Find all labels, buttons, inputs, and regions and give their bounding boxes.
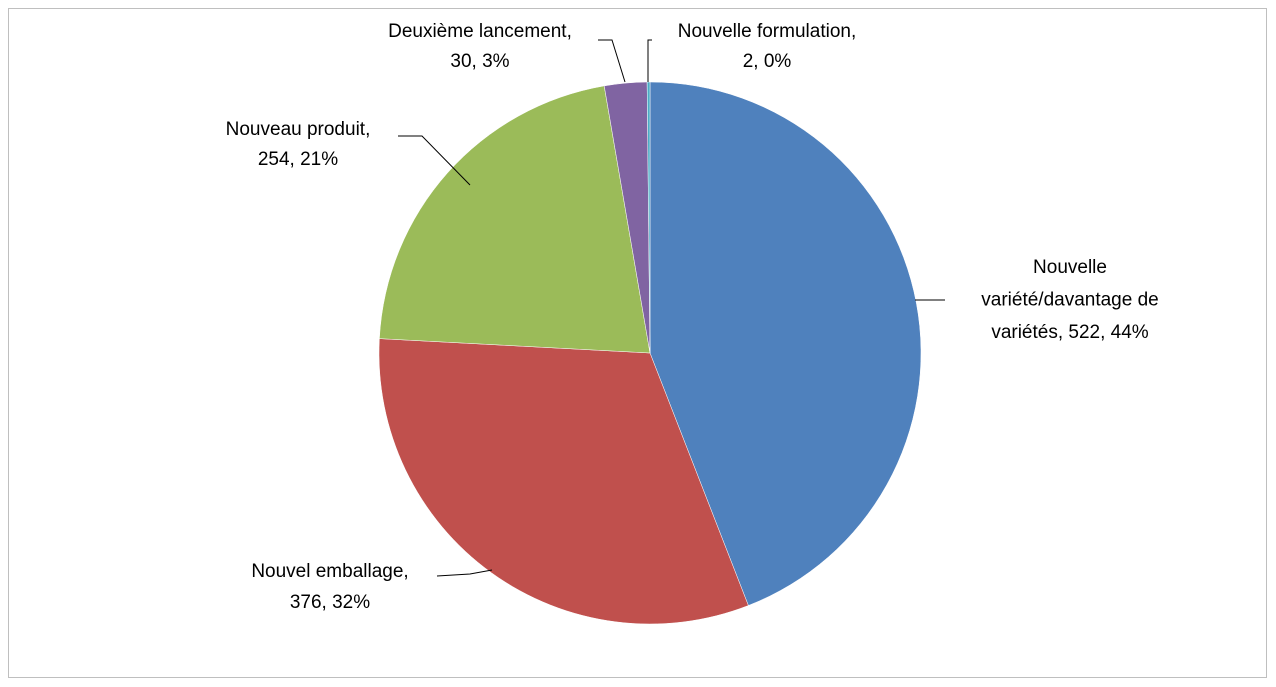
data-label: Nouvelle — [1033, 257, 1107, 278]
data-label: 376, 32% — [290, 592, 370, 613]
pie-slice — [379, 85, 651, 354]
data-label: Deuxième lancement, — [388, 21, 572, 42]
leader-line — [436, 569, 493, 577]
data-label: Nouveau produit, — [226, 119, 371, 140]
leader-line — [398, 135, 471, 186]
pie-slice — [649, 81, 922, 606]
data-label: Nouvelle formulation, — [678, 21, 856, 42]
data-label: 2, 0% — [743, 51, 792, 72]
leader-line — [647, 39, 652, 82]
pie-slice — [378, 338, 749, 625]
data-label: 30, 3% — [450, 51, 509, 72]
leader-line — [598, 39, 626, 83]
data-label: 254, 21% — [258, 149, 338, 170]
data-label: variétés, 522, 44% — [991, 322, 1148, 343]
pie-slice — [646, 81, 651, 354]
data-label: variété/davantage de — [981, 290, 1158, 311]
data-label: Nouvel emballage, — [251, 561, 408, 582]
